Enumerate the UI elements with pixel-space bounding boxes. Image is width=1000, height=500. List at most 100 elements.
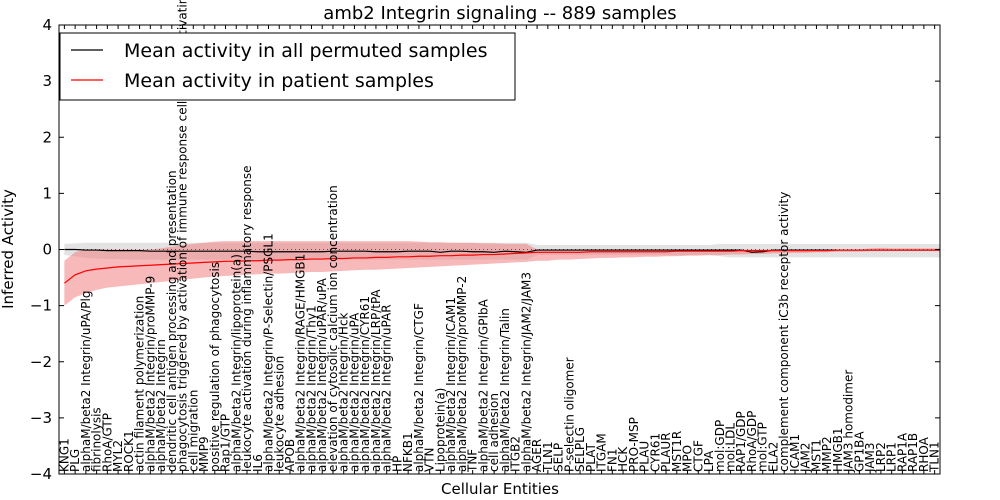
x-category-label: PLG [68, 449, 82, 472]
x-category-label: ITGB2 [509, 436, 523, 472]
x-category-label: ROCK1 [122, 430, 136, 472]
x-category-label: LPA [702, 450, 716, 472]
patient-samples-line [64, 249, 940, 284]
x-category-label: ITGAM [595, 433, 609, 472]
x-category-label: alphaM/beta2 Integrin/CTGF [412, 303, 426, 472]
x-category-label: CTGF [691, 440, 705, 472]
x-category-label: alphaM/beta2 Integrin/lipoprotein(a) [229, 254, 243, 472]
x-category-label: SELPLG [573, 427, 587, 472]
x-category-label: HMGB1 [831, 427, 845, 472]
x-category-label: alphaM/beta2 Integrin/uPA/Plg [79, 291, 93, 472]
legend-label-patient: Mean activity in patient samples [124, 70, 434, 92]
x-category-label: alphaM/beta2 Integrin/P-Selectin/PSGL1 [262, 233, 276, 472]
x-category-label: alphaM/beta2 Integrin/uPA [347, 312, 361, 472]
x-category-label: RAP1B [906, 433, 920, 472]
x-category-label: leukocyte adhesion [272, 356, 286, 472]
legend-box [59, 32, 516, 101]
legend: Mean activity in all permuted samples Me… [59, 32, 516, 101]
x-category-label: LRP1 [885, 442, 899, 472]
x-category-label: elevation of cytosolic calcium ion conce… [326, 185, 340, 472]
patient-samples-band [64, 241, 940, 306]
x-category-label: JAM3 [863, 442, 877, 473]
chart-title: amb2 Integrin signaling -- 889 samples [323, 3, 676, 24]
x-category-label: JAM2 [799, 442, 813, 473]
x-category-label: mol:GTP [756, 422, 770, 472]
x-category-label: CYR61 [648, 433, 662, 472]
x-category-label: TLN1 [928, 441, 942, 473]
x-category-label: alphaM/beta2 Integrin/proMMP-9 [143, 276, 157, 472]
x-category-label: cell adhesion [487, 393, 501, 472]
x-category-label: ELA2 [766, 442, 780, 472]
x-category-label: HCK [616, 446, 630, 472]
x-category-label: fibrinolysis [90, 407, 104, 472]
x-category-label: HP [390, 456, 404, 472]
legend-label-permuted: Mean activity in all permuted samples [124, 40, 487, 62]
x-category-label: dendritic cell antigen processing and pr… [165, 170, 179, 472]
x-category-label: KNG1 [57, 438, 71, 472]
x-category-label: APOB [283, 439, 297, 472]
x-category-label: alphaM/beta2 Integrin/proMMP-2 [455, 276, 469, 472]
x-category-label: alphaM/beta2 Integrin/Thy1 [304, 305, 318, 472]
x-category-label: positive regulation of phagocytosis [208, 262, 222, 472]
x-category-label: PLAT [584, 443, 598, 472]
y-tick-label: −3 [30, 409, 52, 427]
x-category-label: LRP2 [874, 442, 888, 472]
x-category-label: ICAM1 [788, 434, 802, 472]
x-category-label: RAP1A [895, 432, 909, 472]
x-category-label: leukocyte activation during inflammatory… [240, 165, 254, 472]
x-category-label: complement component iC3b receptor activ… [777, 192, 791, 472]
x-category-label: alphaM/beta2 Integrin/GPIbA [476, 298, 490, 472]
x-category-label: cell migration [186, 390, 200, 472]
x-category-label: FN1 [605, 448, 619, 472]
x-category-label: JAM3 homodimer [842, 370, 856, 473]
x-category-label: alphaM/beta2 Integrin/uPAR/uPA [315, 277, 329, 472]
x-category-label: SELP [552, 443, 566, 472]
x-category-label: RhoA/GDP [745, 411, 759, 472]
plot-frame [58, 24, 941, 475]
x-category-label: alphaM/beta2 Integrin/Hck [337, 312, 351, 472]
x-category-label: RAP1/GDP [734, 411, 748, 472]
y-tick-label: −4 [30, 465, 52, 483]
x-category-label: IL6 [251, 454, 265, 472]
x-category-label: PRO-MSP [627, 417, 641, 472]
x-category-label: alphaM/beta2 Integrin/RAGE/HMGB1 [294, 254, 308, 472]
y-tick-label: 4 [42, 16, 52, 34]
y-tick-label: −1 [30, 297, 52, 315]
x-category-label: actin filament polymerization [133, 296, 147, 472]
x-category-label: MYL2 [111, 440, 125, 472]
x-category-label: Lipoprotein(a) [433, 388, 447, 472]
x-category-label: alphaM/beta2 Integrin/ICAM1 [444, 297, 458, 472]
y-tick-label: 0 [42, 241, 52, 259]
x-category-label: MST1 [809, 439, 823, 472]
x-category-label: TLN1 [541, 441, 555, 473]
y-tick-label: 3 [42, 72, 52, 90]
x-axis-label: Cellular Entities [441, 480, 559, 498]
y-tick-label: 1 [42, 184, 52, 202]
x-category-label: VTN [423, 447, 437, 472]
x-category-label: alphaM/beta2 Integrin/CYR61 [358, 296, 372, 472]
x-category-label: TNF [466, 449, 480, 473]
y-tick-label: −2 [30, 353, 52, 371]
x-category-label: RhoA/GTP [100, 413, 114, 472]
x-category-label: Rap1/GTP [219, 414, 233, 472]
x-category-label: MMP2 [820, 436, 834, 472]
x-category-label: AGER [530, 439, 544, 472]
x-category-label: alphaM/beta2 Integrin/JAM2/JAM3 [519, 272, 533, 472]
x-category-label: NFKB1 [401, 432, 415, 472]
x-category-label: MMP9 [197, 436, 211, 472]
x-category-label: MST1R [670, 431, 684, 472]
x-category-label: mol:LDL [723, 423, 737, 472]
y-axis-label: Inferred Activity [0, 189, 17, 309]
x-category-label: PLAU [638, 441, 652, 472]
x-category-label: MPO [681, 445, 695, 472]
x-category-label: GP1BA [852, 431, 866, 472]
x-category-label: P-selectin oligomer [562, 357, 576, 472]
x-category-label: mol:GDP [713, 420, 727, 472]
x-category-label: RHOA [917, 436, 931, 472]
x-category-label: alphaM/beta2 Integrin/Talin [498, 308, 512, 472]
x-category-label: alphaM/beta2 Integrin [154, 339, 168, 472]
x-category-label: alphaM/beta2 Integrin/uPAR [380, 304, 394, 472]
x-category-label: alphaM/beta2 Integrin/LRP/tPA [369, 289, 383, 472]
x-category-label: PLAUR [659, 432, 673, 472]
